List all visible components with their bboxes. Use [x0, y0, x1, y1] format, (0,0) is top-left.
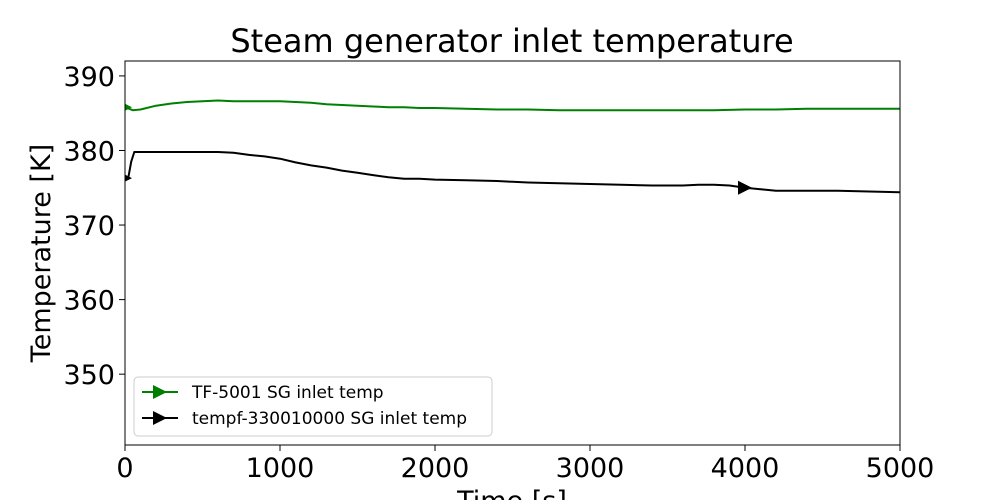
legend-box [133, 376, 493, 437]
series-line-0 [125, 99, 900, 112]
plot-frame [124, 60, 901, 446]
x-axis: 0 1000 2000 3000 4000 5000 [116, 445, 934, 484]
series-marker-1 [125, 174, 132, 182]
legend-label-tf5001: TF-5001 SG inlet temp [191, 383, 384, 403]
series-line-1 [125, 151, 900, 194]
series-marker-0 [125, 103, 132, 111]
legend-marker-tf5001 [153, 385, 167, 399]
series-marker-2 [738, 180, 752, 195]
legend-marker-tempf [153, 411, 167, 425]
y-tick-label: 390 [63, 62, 115, 93]
x-tick-label: 1000 [246, 453, 315, 484]
x-axis-label: Time [s] [456, 486, 567, 500]
y-axis: 350 360 370 380 390 [63, 62, 125, 391]
y-tick-label: 360 [63, 286, 115, 317]
y-tick-label: 370 [63, 211, 115, 242]
x-tick-label: 4000 [711, 453, 780, 484]
x-tick-label: 2000 [401, 453, 470, 484]
legend: TF-5001 SG inlet temp tempf-330010000 SG… [133, 376, 493, 437]
chart-title: Steam generator inlet temperature [230, 22, 793, 60]
x-tick-label: 5000 [866, 453, 935, 484]
y-tick-label: 350 [63, 360, 115, 391]
y-axis-label: Temperature [K] [26, 144, 57, 363]
x-tick-label: 3000 [556, 453, 625, 484]
legend-label-tempf: tempf-330010000 SG inlet temp [192, 409, 467, 429]
x-tick-label: 0 [116, 453, 133, 484]
y-tick-label: 380 [63, 136, 115, 167]
plot-area [125, 99, 900, 195]
